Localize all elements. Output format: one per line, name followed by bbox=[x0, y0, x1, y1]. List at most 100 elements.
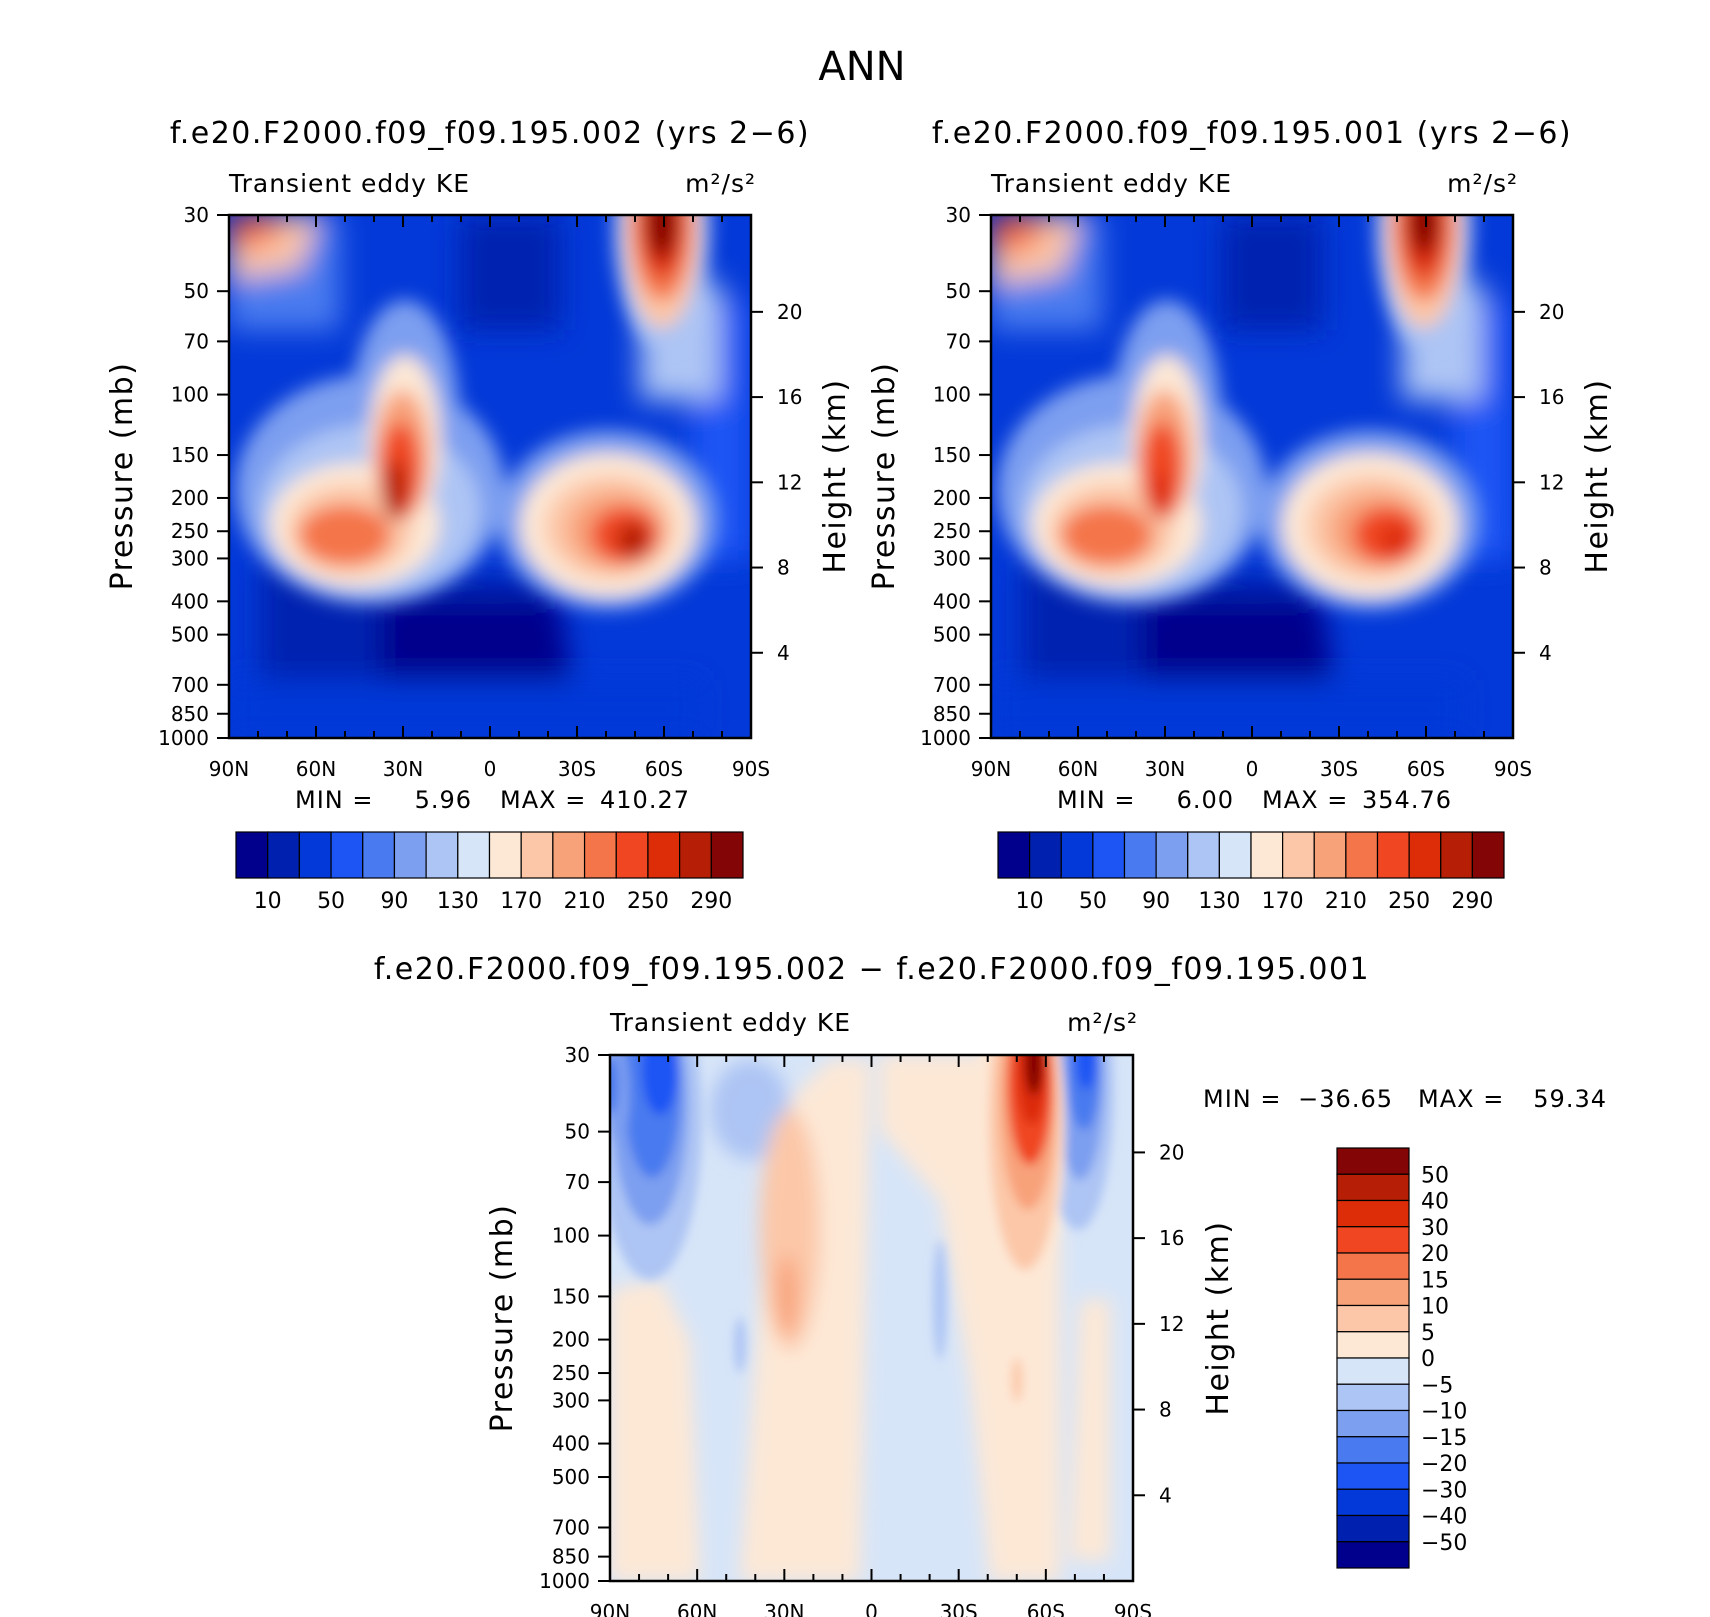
colorbar-swatch bbox=[1336, 1199, 1410, 1228]
colorbar-label: 130 bbox=[437, 889, 479, 914]
y-tick-label: 700 bbox=[171, 673, 209, 697]
colorbar-label: −15 bbox=[1421, 1426, 1467, 1451]
panel-1: f.e20.F2000.f09_f09.195.002 (yrs 2−6) Tr… bbox=[105, 116, 853, 914]
y-tick-label: 200 bbox=[552, 1328, 590, 1352]
y-tick-label: 850 bbox=[552, 1545, 590, 1569]
panel-1-y2label: Height (km) bbox=[818, 378, 853, 573]
colorbar-label: 20 bbox=[1421, 1242, 1449, 1267]
panel-1-min-value: 5.96 bbox=[415, 786, 472, 814]
colorbar-label: 50 bbox=[1079, 889, 1107, 914]
panel-2-ylabel: Pressure (mb) bbox=[867, 362, 902, 591]
x-tick-label: 60N bbox=[296, 757, 336, 781]
colorbar-swatch bbox=[1336, 1514, 1410, 1543]
colorbar-swatch bbox=[1155, 831, 1189, 879]
x-tick-label: 90N bbox=[590, 1600, 630, 1617]
colorbar-label: 130 bbox=[1198, 889, 1240, 914]
y-tick-label: 700 bbox=[933, 673, 971, 697]
y-tick-label: 700 bbox=[552, 1515, 590, 1539]
y-tick-label: 250 bbox=[933, 519, 971, 543]
colorbar-swatch bbox=[1408, 831, 1442, 879]
colorbar-swatch bbox=[1336, 1383, 1410, 1412]
x-tick-label: 60S bbox=[1027, 1600, 1065, 1617]
colorbar-swatch bbox=[267, 831, 300, 879]
panel-2-units: m²/s² bbox=[1447, 169, 1518, 198]
y-tick-label: 400 bbox=[933, 589, 971, 613]
y-tick-label: 50 bbox=[184, 279, 209, 303]
colorbar-swatch bbox=[1029, 831, 1062, 879]
colorbar-label: −30 bbox=[1421, 1478, 1467, 1503]
colorbar-label: 170 bbox=[500, 889, 542, 914]
panel-2-field bbox=[991, 215, 1513, 738]
panel-3-y2-ticks: 20 16 12 8 4 bbox=[1133, 1140, 1184, 1507]
panel-3-variable: Transient eddy KE bbox=[609, 1008, 851, 1037]
colorbar-label: −20 bbox=[1421, 1452, 1467, 1477]
y-tick-label: 200 bbox=[933, 486, 971, 510]
colorbar-swatch bbox=[615, 831, 649, 879]
colorbar-swatch bbox=[552, 831, 586, 879]
panel-1-field bbox=[229, 215, 751, 738]
colorbar-swatch bbox=[1345, 831, 1379, 879]
panel-1-colorbar: 10 50 90 130 170 210 250 290 bbox=[235, 831, 744, 914]
colorbar-swatch bbox=[425, 831, 459, 879]
x-tick-label: 90S bbox=[1494, 757, 1532, 781]
x-tick-label: 60N bbox=[677, 1600, 717, 1617]
y-tick-label: 70 bbox=[946, 329, 971, 353]
colorbar-swatch bbox=[520, 831, 554, 879]
colorbar-swatch bbox=[1250, 831, 1284, 879]
x-tick-label: 90S bbox=[732, 757, 770, 781]
panel-1-variable: Transient eddy KE bbox=[228, 169, 470, 198]
panel-2-min-label: MIN = bbox=[1057, 786, 1135, 814]
y2-tick-label: 16 bbox=[1539, 385, 1564, 409]
colorbar-swatch bbox=[1336, 1357, 1410, 1385]
panel-1-x-ticks: 90N 60N 30N 0 30S 60S 90S bbox=[209, 215, 770, 781]
y2-tick-label: 12 bbox=[1159, 1312, 1184, 1336]
colorbar-label: 250 bbox=[1388, 889, 1430, 914]
y-tick-label: 50 bbox=[946, 279, 971, 303]
y-tick-label: 70 bbox=[184, 329, 209, 353]
colorbar-swatch bbox=[1060, 831, 1094, 879]
y2-tick-label: 4 bbox=[777, 641, 790, 665]
colorbar-swatch bbox=[1313, 831, 1347, 879]
panel-3-min-value: −36.65 bbox=[1298, 1085, 1393, 1113]
panel-3-min-label: MIN = bbox=[1203, 1085, 1281, 1113]
y2-tick-label: 16 bbox=[777, 385, 802, 409]
colorbar-swatch bbox=[1282, 831, 1315, 879]
colorbar-label: 30 bbox=[1421, 1216, 1449, 1241]
y-tick-label: 500 bbox=[933, 623, 971, 647]
y-tick-label: 100 bbox=[933, 383, 971, 407]
panel-3-field bbox=[610, 1055, 1133, 1581]
colorbar-label: 290 bbox=[690, 889, 732, 914]
colorbar-label: 10 bbox=[254, 889, 282, 914]
y-tick-label: 850 bbox=[933, 702, 971, 726]
colorbar-label: −40 bbox=[1421, 1505, 1467, 1530]
colorbar-swatch bbox=[1336, 1409, 1410, 1438]
panel-2-variable: Transient eddy KE bbox=[990, 169, 1232, 198]
x-tick-label: 0 bbox=[1246, 757, 1259, 781]
panel-1-max-value: 410.27 bbox=[600, 786, 690, 814]
y2-tick-label: 12 bbox=[777, 470, 802, 494]
colorbar-label: 40 bbox=[1421, 1190, 1449, 1215]
panel-2: f.e20.F2000.f09_f09.195.001 (yrs 2−6) Tr… bbox=[867, 116, 1615, 914]
panel-1-ylabel: Pressure (mb) bbox=[105, 362, 140, 591]
panel-3-title: f.e20.F2000.f09_f09.195.002 − f.e20.F200… bbox=[374, 952, 1370, 987]
panel-3-y2label: Height (km) bbox=[1201, 1220, 1236, 1415]
y2-tick-label: 8 bbox=[1539, 556, 1552, 580]
colorbar-swatch bbox=[1336, 1173, 1410, 1202]
y-tick-label: 500 bbox=[552, 1465, 590, 1489]
colorbar-swatch bbox=[1440, 831, 1473, 879]
colorbar-swatch bbox=[1092, 831, 1126, 879]
y2-tick-label: 20 bbox=[777, 300, 802, 324]
colorbar-swatch bbox=[1336, 1252, 1410, 1280]
y2-tick-label: 8 bbox=[777, 556, 790, 580]
x-tick-label: 30S bbox=[940, 1600, 978, 1617]
panel-2-title: f.e20.F2000.f09_f09.195.001 (yrs 2−6) bbox=[932, 116, 1572, 151]
panel-1-units: m²/s² bbox=[685, 169, 756, 198]
y-tick-label: 1000 bbox=[920, 726, 971, 750]
colorbar-swatch bbox=[235, 831, 269, 879]
colorbar-label: 210 bbox=[564, 889, 606, 914]
colorbar-swatch bbox=[1471, 831, 1505, 879]
colorbar-label: 5 bbox=[1421, 1321, 1435, 1346]
